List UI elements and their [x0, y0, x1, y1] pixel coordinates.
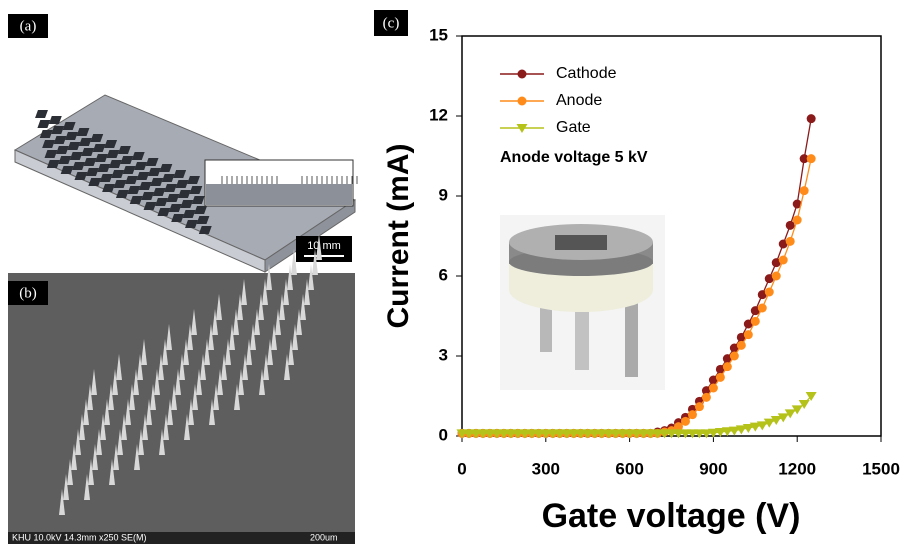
- marker: [695, 402, 704, 411]
- marker: [737, 341, 746, 350]
- x-tick-label: 1200: [778, 459, 816, 478]
- marker: [730, 352, 739, 361]
- y-tick-label: 15: [429, 25, 448, 44]
- pin: [625, 295, 638, 377]
- legend-label: Anode: [556, 92, 602, 109]
- marker: [681, 417, 690, 426]
- annotation: Anode voltage 5 kV: [500, 149, 648, 166]
- y-axis-label: Current (mA): [382, 144, 415, 329]
- pad: [37, 120, 50, 128]
- marker: [786, 237, 795, 246]
- marker: [779, 256, 788, 265]
- panel-label: (a): [20, 18, 37, 34]
- marker: [688, 410, 697, 419]
- sem-scale: 200um: [310, 532, 338, 542]
- panel-label: (c): [383, 15, 400, 31]
- marker: [723, 362, 732, 371]
- scale-label: 10 mm: [307, 240, 341, 252]
- marker: [807, 114, 816, 123]
- legend-label: Gate: [556, 119, 591, 136]
- marker: [793, 216, 802, 225]
- y-tick-label: 12: [429, 105, 448, 124]
- inset-substrate: [206, 184, 352, 205]
- marker: [800, 186, 809, 195]
- y-tick-label: 6: [439, 265, 448, 284]
- x-tick-label: 0: [457, 459, 466, 478]
- legend-marker: [518, 70, 527, 79]
- panel-a: (a) 10 mm: [8, 14, 357, 272]
- pad: [35, 110, 48, 118]
- marker: [709, 384, 718, 393]
- legend-marker: [518, 97, 527, 106]
- marker: [702, 393, 711, 402]
- y-tick-label: 9: [439, 185, 448, 204]
- y-tick-label: 3: [439, 345, 448, 364]
- series-line: [462, 396, 811, 433]
- sem-info: KHU 10.0kV 14.3mm x250 SE(M): [12, 532, 147, 542]
- figure: (a) 10 mm KHU 10.0kV 14.3mm x250 SE(M) 2…: [0, 0, 912, 544]
- marker: [807, 154, 816, 163]
- panel-b: KHU 10.0kV 14.3mm x250 SE(M) 200um (b): [8, 234, 355, 544]
- panel-label: (b): [19, 285, 37, 301]
- x-tick-label: 1500: [862, 459, 900, 478]
- marker: [751, 317, 760, 326]
- x-tick-label: 900: [699, 459, 727, 478]
- marker: [744, 330, 753, 339]
- x-tick-label: 600: [615, 459, 643, 478]
- marker: [758, 304, 767, 313]
- y-tick-label: 0: [439, 425, 448, 444]
- marker: [716, 373, 725, 382]
- legend-label: Cathode: [556, 65, 617, 82]
- x-tick-label: 300: [532, 459, 560, 478]
- marker: [772, 272, 781, 281]
- x-axis-label: Gate voltage (V): [542, 497, 801, 535]
- marker: [765, 288, 774, 297]
- inset-photo: [500, 215, 665, 390]
- window: [555, 235, 607, 250]
